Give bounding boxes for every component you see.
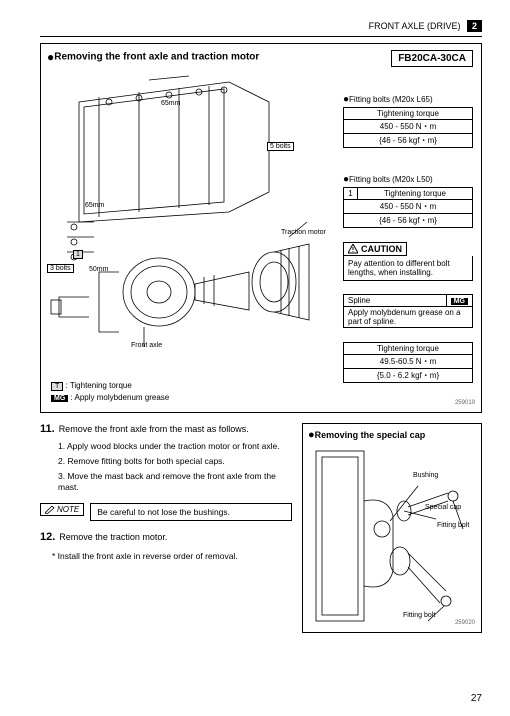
pencil-icon xyxy=(45,506,55,514)
section-number-badge: 2 xyxy=(467,20,482,32)
page-header: FRONT AXLE (DRIVE) 2 xyxy=(40,20,482,32)
special-cap-drawing xyxy=(308,441,478,626)
caution-text: Pay attention to different bolt lengths,… xyxy=(343,256,473,281)
note-badge: NOTE xyxy=(40,503,84,516)
caution-badge: CAUTION xyxy=(343,242,407,256)
spec-block-1: ●Fitting bolts (M20x L65) Tightening tor… xyxy=(343,94,473,148)
note-text: Be careful to not lose the bushings. xyxy=(90,503,292,521)
dim-65mm-b: 65mm xyxy=(85,202,104,209)
steps-column: 11.Remove the front axle from the mast a… xyxy=(40,423,292,633)
spec-block-3: Tightening torque 49.5-60.5 N・m {5.0 - 6… xyxy=(343,342,473,383)
small-figure-column: ●Removing the special cap xyxy=(302,423,482,633)
legend: T : Tightening torque MG : Apply molybde… xyxy=(51,381,169,404)
callout-one: 1 xyxy=(73,250,83,259)
small-figure-box: ●Removing the special cap xyxy=(302,423,482,633)
small-figure-title: ●Removing the special cap xyxy=(308,429,476,441)
axle-drawing xyxy=(49,72,319,372)
spec2-header: Tightening torque xyxy=(358,188,473,200)
small-figure-ref: 259020 xyxy=(455,620,475,626)
step-12: 12.Remove the traction motor. xyxy=(40,531,292,543)
lower-section: 11.Remove the front axle from the mast a… xyxy=(40,423,482,633)
front-axle-label: Front axle xyxy=(131,342,162,349)
spec2-alt: {46 - 56 kgf・m} xyxy=(344,214,473,228)
step-11-3: 3. Move the mast back and remove the fro… xyxy=(58,471,292,493)
figure-ref: 259019 xyxy=(455,400,475,406)
spec1-value: 450 - 550 N・m xyxy=(344,120,473,134)
dim-50mm: 50mm xyxy=(89,266,108,273)
bushing-label: Bushing xyxy=(413,472,438,479)
spec2-value: 450 - 550 N・m xyxy=(344,200,473,214)
warning-icon xyxy=(348,244,358,254)
spec-block-2: ●Fitting bolts (M20x L50) 1Tightening to… xyxy=(343,174,473,228)
spline-block: Spline MG Apply molybdenum grease on a pa… xyxy=(343,294,473,328)
page-number: 27 xyxy=(471,693,482,704)
spline-label: Spline xyxy=(344,295,447,307)
spline-text: Apply molybdenum grease on a part of spl… xyxy=(344,307,473,328)
note-row: NOTE Be careful to not lose the bushings… xyxy=(40,503,292,521)
header-rule xyxy=(40,36,482,37)
caution-block: CAUTION Pay attention to different bolt … xyxy=(343,242,473,281)
traction-motor-label: Traction motor xyxy=(281,229,326,236)
spec3-alt: {5.0 - 6.2 kgf・m} xyxy=(344,369,473,383)
spec1-header: Tightening torque xyxy=(344,108,473,120)
install-note: * Install the front axle in reverse orde… xyxy=(52,551,292,561)
spec3-value: 49.5-60.5 N・m xyxy=(344,355,473,369)
spec1-alt: {46 - 56 kgf・m} xyxy=(344,134,473,148)
model-code-box: FB20CA-30CA xyxy=(391,50,473,67)
step-11-1: 1. Apply wood blocks under the traction … xyxy=(58,441,292,452)
spec3-header: Tightening torque xyxy=(344,343,473,355)
five-bolts-label: 5 bolts xyxy=(267,142,294,151)
three-bolts-label: 3 bolts xyxy=(47,264,74,273)
spec2-num: 1 xyxy=(344,188,358,200)
dim-65mm-a: 65mm xyxy=(161,100,180,107)
fitting-bolt-a-label: Fitting bolt xyxy=(437,522,469,529)
step-11: 11.Remove the front axle from the mast a… xyxy=(40,423,292,435)
step-11-2: 2. Remove fitting bolts for both special… xyxy=(58,456,292,467)
main-figure-box: ●Removing the front axle and traction mo… xyxy=(40,43,482,413)
fitting-bolt-b-label: Fitting bolt xyxy=(403,612,435,619)
section-title: FRONT AXLE (DRIVE) xyxy=(369,21,461,31)
mg-badge: MG xyxy=(451,298,468,305)
t-badge-icon: T xyxy=(51,382,63,391)
mg-badge-icon: MG xyxy=(51,395,68,402)
special-cap-label: Special cap xyxy=(425,504,461,511)
